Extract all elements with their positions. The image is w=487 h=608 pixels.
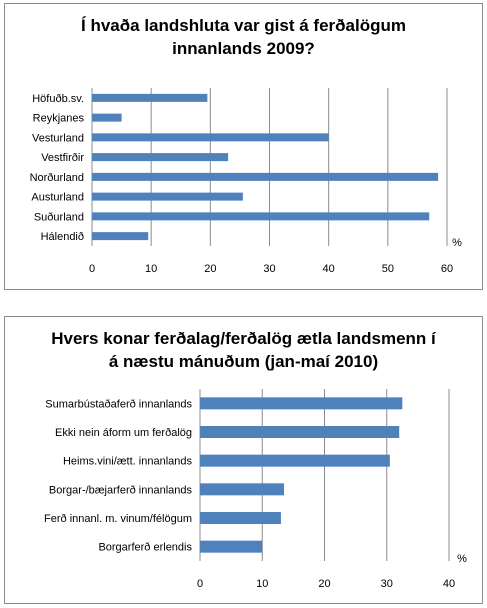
x-tick-label: 40 [323,263,335,275]
chart-title-line-2: innanlands 2009? [172,39,315,58]
bar [200,426,400,438]
category-label: Heims.vini/ætt. innanlands [63,456,193,468]
x-tick-label: 30 [381,578,393,590]
x-tick-label: 0 [197,578,203,590]
bar [92,192,243,201]
chart-title: Í hvaða landshluta var gist á ferðalögum… [5,14,482,60]
category-label: Ferð innanl. m. vinum/félögum [44,513,192,525]
bar [92,212,430,221]
x-tick-label: 20 [204,263,216,275]
category-label: Hálendið [41,231,84,243]
category-label: Vesturland [32,132,84,144]
category-label: Ekki nein áform um ferðalög [55,427,192,439]
category-label: Austurland [31,192,84,204]
category-label: Suðurland [34,211,84,223]
x-tick-label: 20 [318,578,330,590]
unit-label: % [457,553,467,565]
bar [200,454,390,467]
category-label: Borgarferð erlendis [98,542,192,554]
bar [200,512,281,524]
x-tick-label: 50 [382,263,394,275]
chart-title-line-1: Í hvaða landshluta var gist á ferðalögum [81,16,406,35]
bar [200,483,285,496]
chart-title-line-1: Hvers konar ferðalag/ferðalög ætla lands… [51,329,436,348]
bar [92,153,229,162]
bar [92,93,208,102]
x-tick-label: 30 [263,263,275,275]
bar [92,113,122,122]
bar [92,232,149,241]
category-label: Reykjanes [33,113,85,125]
unit-label: % [452,237,462,249]
bar [200,540,263,553]
x-tick-label: 40 [443,578,455,590]
bar [92,172,439,181]
chart-panel-ferdalag: Hvers konar ferðalag/ferðalög ætla lands… [4,316,483,604]
bar [92,133,329,142]
chart-title: Hvers konar ferðalag/ferðalög ætla lands… [5,327,482,373]
category-label: Sumarbústaðaferð innanlands [45,398,192,410]
category-label: Höfuðb.sv. [32,93,84,105]
category-label: Norðurland [30,172,84,184]
chart-panel-landshluti: Í hvaða landshluta var gist á ferðalögum… [4,3,483,290]
x-tick-label: 10 [256,578,268,590]
bar-chart-landshluti: Höfuðb.sv. Reykjanes Vesturland Vestfirðir N… [30,88,462,275]
bar-chart-ferdalag: Sumarbústaðaferð innanlands Ekki nein áfo… [44,389,467,590]
category-label: Vestfirðir [41,152,84,164]
x-tick-label: 10 [145,263,157,275]
x-tick-label: 0 [89,263,95,275]
bar [200,397,403,410]
category-label: Borgar-/bæjarferð innanlands [49,484,193,496]
x-tick-label: 60 [441,263,453,275]
chart-title-line-2: á næstu mánuðum (jan-maí 2010) [108,352,379,371]
